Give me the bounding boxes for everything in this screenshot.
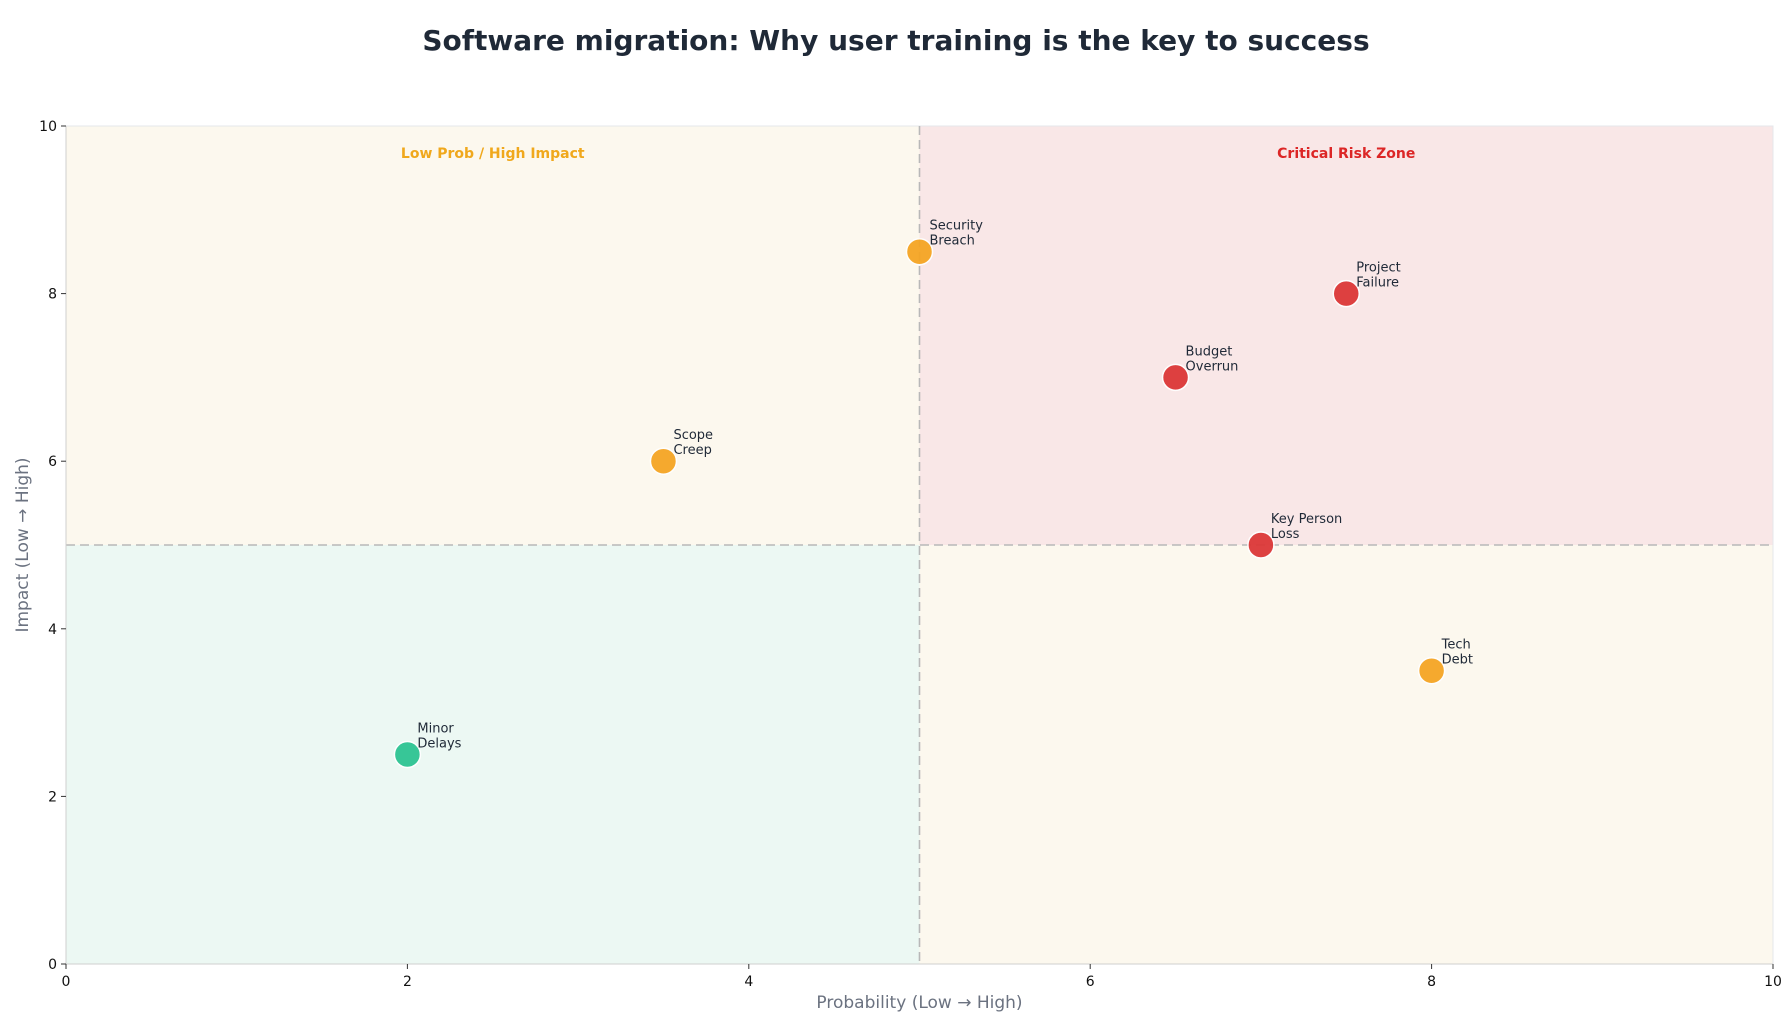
point-label-key-person-loss: Key Person Loss bbox=[1271, 512, 1342, 542]
quadrant-layer: Low Prob / High Impact Critical Risk Zone bbox=[65, 125, 1774, 965]
point-layer: Security Breach Project Failure Budget Overru… bbox=[393, 219, 1473, 769]
y-tick-label: 6 bbox=[48, 454, 57, 470]
y-tick-label: 4 bbox=[48, 622, 57, 638]
x-axis-label: Probability (Low → High) bbox=[816, 993, 1022, 1013]
point-security-breach bbox=[905, 237, 934, 266]
quadrant-top-right bbox=[919, 126, 1773, 545]
point-budget-overrun bbox=[1161, 363, 1190, 392]
quadrant-label-top-right: Critical Risk Zone bbox=[1277, 146, 1415, 162]
x-tick-label: 4 bbox=[744, 974, 753, 990]
chart-title: Software migration: Why user training is… bbox=[422, 24, 1370, 57]
x-tick-label: 6 bbox=[1086, 974, 1095, 990]
quadrant-bottom-right bbox=[919, 545, 1773, 964]
point-minor-delays bbox=[393, 740, 422, 769]
x-tick-label: 0 bbox=[62, 974, 71, 990]
point-label-security-breach: Security Breach bbox=[930, 219, 984, 249]
quadrant-bottom-left bbox=[66, 545, 920, 964]
y-tick-label: 8 bbox=[48, 287, 57, 303]
x-tick-label: 10 bbox=[1764, 974, 1782, 990]
quadrant-label-top-left: Low Prob / High Impact bbox=[401, 146, 585, 162]
point-label-minor-delays: Minor Delays bbox=[417, 722, 461, 752]
axis-layer: 0 2 4 6 8 10 0 2 4 6 8 10 Probability (Low → High) Im… bbox=[13, 119, 1782, 1013]
quadrant-top-left bbox=[66, 126, 920, 545]
threshold-layer bbox=[66, 126, 1773, 964]
y-tick-label: 2 bbox=[48, 789, 57, 805]
y-tick-label: 0 bbox=[48, 957, 57, 973]
x-tick-label: 2 bbox=[403, 974, 412, 990]
point-key-person-loss bbox=[1247, 531, 1275, 559]
point-label-tech-debt: Tech Debt bbox=[1441, 638, 1473, 668]
point-project-failure bbox=[1332, 279, 1360, 308]
point-tech-debt bbox=[1417, 656, 1446, 685]
point-label-project-failure: Project Failure bbox=[1356, 261, 1400, 291]
x-tick-label: 8 bbox=[1427, 974, 1436, 990]
point-label-scope-creep: Scope Creep bbox=[673, 428, 713, 458]
y-axis-label: Impact (Low → High) bbox=[13, 457, 33, 632]
point-label-budget-overrun: Budget Overrun bbox=[1186, 344, 1239, 374]
point-scope-creep bbox=[649, 447, 678, 475]
y-tick-label: 10 bbox=[39, 119, 57, 135]
